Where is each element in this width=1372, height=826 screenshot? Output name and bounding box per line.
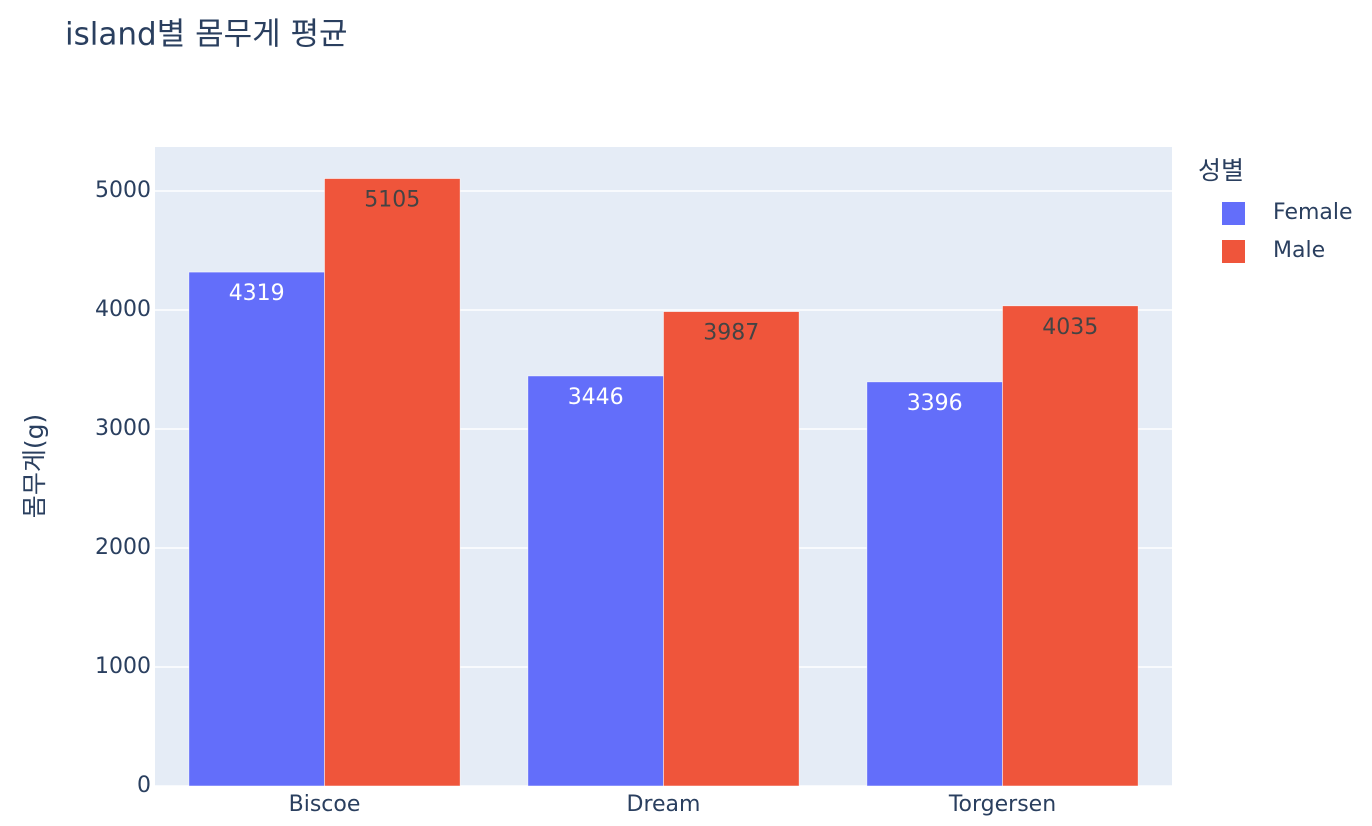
y-tick-label: 1000 [95, 654, 151, 679]
data-label: 4035 [1042, 315, 1098, 340]
x-tick-label: Biscoe [289, 792, 361, 817]
x-tick-label: Torgersen [948, 792, 1056, 817]
x-tick-label: Dream [627, 792, 701, 817]
bar [866, 381, 1003, 787]
bar [663, 311, 800, 787]
legend-swatch [1222, 240, 1245, 263]
legend-label: Female [1273, 200, 1353, 225]
data-label: 4319 [229, 281, 285, 306]
y-tick-label: 0 [137, 773, 151, 798]
y-tick-label: 4000 [95, 297, 151, 322]
y-tick-label: 2000 [95, 535, 151, 560]
legend-swatch [1222, 202, 1245, 225]
data-label: 3987 [703, 321, 759, 346]
y-axis-title: 몸무게(g) [20, 414, 49, 518]
data-label: 3396 [907, 391, 963, 416]
bar [527, 375, 664, 787]
chart-title: island별 몸무게 평균 [65, 17, 348, 53]
y-tick-label: 3000 [95, 416, 151, 441]
bar [1002, 305, 1139, 787]
y-tick-label: 5000 [95, 178, 151, 203]
bar [188, 271, 325, 787]
legend-label: Male [1273, 238, 1325, 263]
legend-title: 성별 [1198, 156, 1244, 185]
bar [324, 178, 461, 787]
data-label: 3446 [568, 385, 624, 410]
data-label: 5105 [364, 188, 420, 213]
